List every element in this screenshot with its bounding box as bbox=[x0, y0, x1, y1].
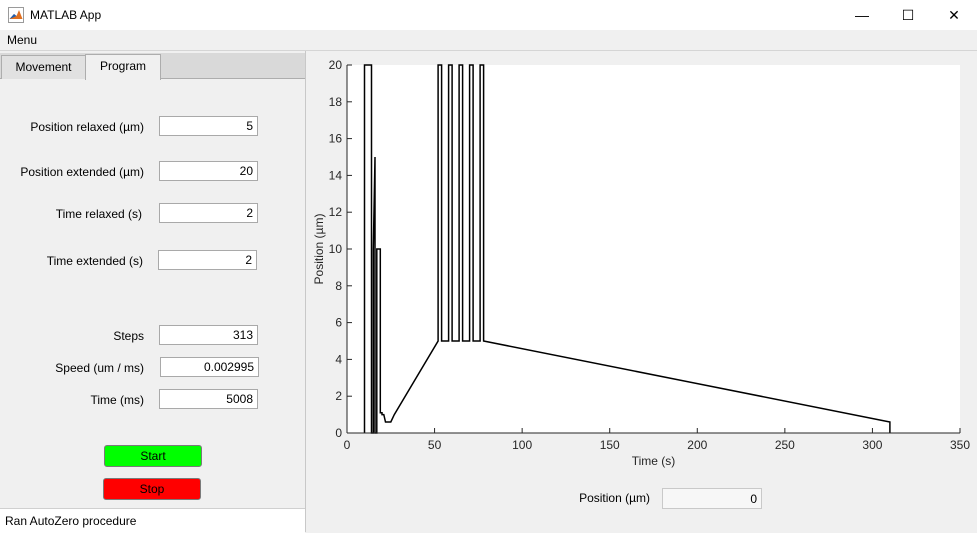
steps-input[interactable] bbox=[159, 325, 258, 345]
x-tick-label: 150 bbox=[600, 438, 620, 452]
panel-divider[interactable] bbox=[305, 51, 306, 532]
series-line-0 bbox=[363, 64, 891, 434]
time-relaxed-label: Time relaxed (s) bbox=[55, 207, 142, 221]
time-extended-input[interactable] bbox=[158, 250, 257, 270]
tab-strip: Movement Program bbox=[0, 53, 305, 80]
position-extended-input[interactable] bbox=[159, 161, 258, 181]
x-tick-label: 250 bbox=[775, 438, 795, 452]
y-tick-label: 2 bbox=[335, 389, 342, 403]
minimize-button[interactable]: — bbox=[839, 0, 885, 30]
plot-background bbox=[347, 65, 960, 433]
x-tick-label: 100 bbox=[512, 438, 532, 452]
position-relaxed-input[interactable] bbox=[159, 116, 258, 136]
y-tick-label: 16 bbox=[329, 132, 343, 146]
x-tick-label: 50 bbox=[428, 438, 442, 452]
x-tick-label: 0 bbox=[344, 438, 351, 452]
x-tick-label: 350 bbox=[950, 438, 970, 452]
minimize-icon: — bbox=[855, 7, 869, 23]
y-tick-label: 8 bbox=[335, 279, 342, 293]
speed-input[interactable] bbox=[160, 357, 259, 377]
position-readout-field bbox=[662, 488, 762, 509]
x-axis-label: Time (s) bbox=[632, 454, 676, 468]
y-tick-label: 12 bbox=[329, 205, 343, 219]
maximize-icon: ☐ bbox=[901, 6, 915, 23]
y-tick-label: 6 bbox=[335, 316, 342, 330]
maximize-button[interactable]: ☐ bbox=[885, 0, 931, 30]
tab-program[interactable]: Program bbox=[85, 54, 161, 80]
window-title: MATLAB App bbox=[30, 8, 102, 22]
y-tick-label: 0 bbox=[335, 426, 342, 440]
time-ms-label: Time (ms) bbox=[90, 393, 144, 407]
status-bar: Ran AutoZero procedure bbox=[0, 508, 305, 533]
y-axis-label: Position (µm) bbox=[312, 214, 326, 285]
stop-button[interactable]: Stop bbox=[103, 478, 201, 500]
speed-label: Speed (um / ms) bbox=[55, 361, 144, 375]
position-readout-label: Position (µm) bbox=[579, 491, 650, 505]
y-tick-label: 4 bbox=[335, 352, 342, 366]
steps-label: Steps bbox=[113, 329, 144, 343]
menu-item-menu[interactable]: Menu bbox=[7, 33, 38, 47]
start-button[interactable]: Start bbox=[104, 445, 202, 467]
y-tick-label: 18 bbox=[329, 95, 343, 109]
tab-movement[interactable]: Movement bbox=[1, 55, 86, 79]
plot-area: 0 50 100 150 200 250 300 350 0 2 4 6 8 10 12 14 16 18 20 Ti… bbox=[312, 58, 970, 468]
close-icon: ✕ bbox=[948, 6, 960, 23]
y-tick-label: 20 bbox=[329, 58, 343, 72]
x-tick-label: 300 bbox=[862, 438, 882, 452]
menu-divider bbox=[0, 50, 977, 51]
position-plot: 0 50 100 150 200 250 300 350 0 2 4 6 8 10 12 14 16 18 20 Ti… bbox=[312, 58, 970, 468]
title-bar: MATLAB App — ☐ ✕ bbox=[0, 0, 977, 30]
x-tick-label: 200 bbox=[687, 438, 707, 452]
position-extended-label: Position extended (µm) bbox=[20, 165, 144, 179]
time-ms-input[interactable] bbox=[159, 389, 258, 409]
menu-bar: Menu bbox=[0, 30, 977, 50]
time-relaxed-input[interactable] bbox=[159, 203, 258, 223]
close-button[interactable]: ✕ bbox=[931, 0, 977, 30]
y-tick-label: 14 bbox=[329, 168, 343, 182]
status-text: Ran AutoZero procedure bbox=[5, 514, 137, 528]
time-extended-label: Time extended (s) bbox=[46, 254, 143, 268]
position-relaxed-label: Position relaxed (µm) bbox=[30, 120, 144, 134]
y-tick-label: 10 bbox=[329, 242, 343, 256]
matlab-logo-icon bbox=[8, 7, 24, 23]
